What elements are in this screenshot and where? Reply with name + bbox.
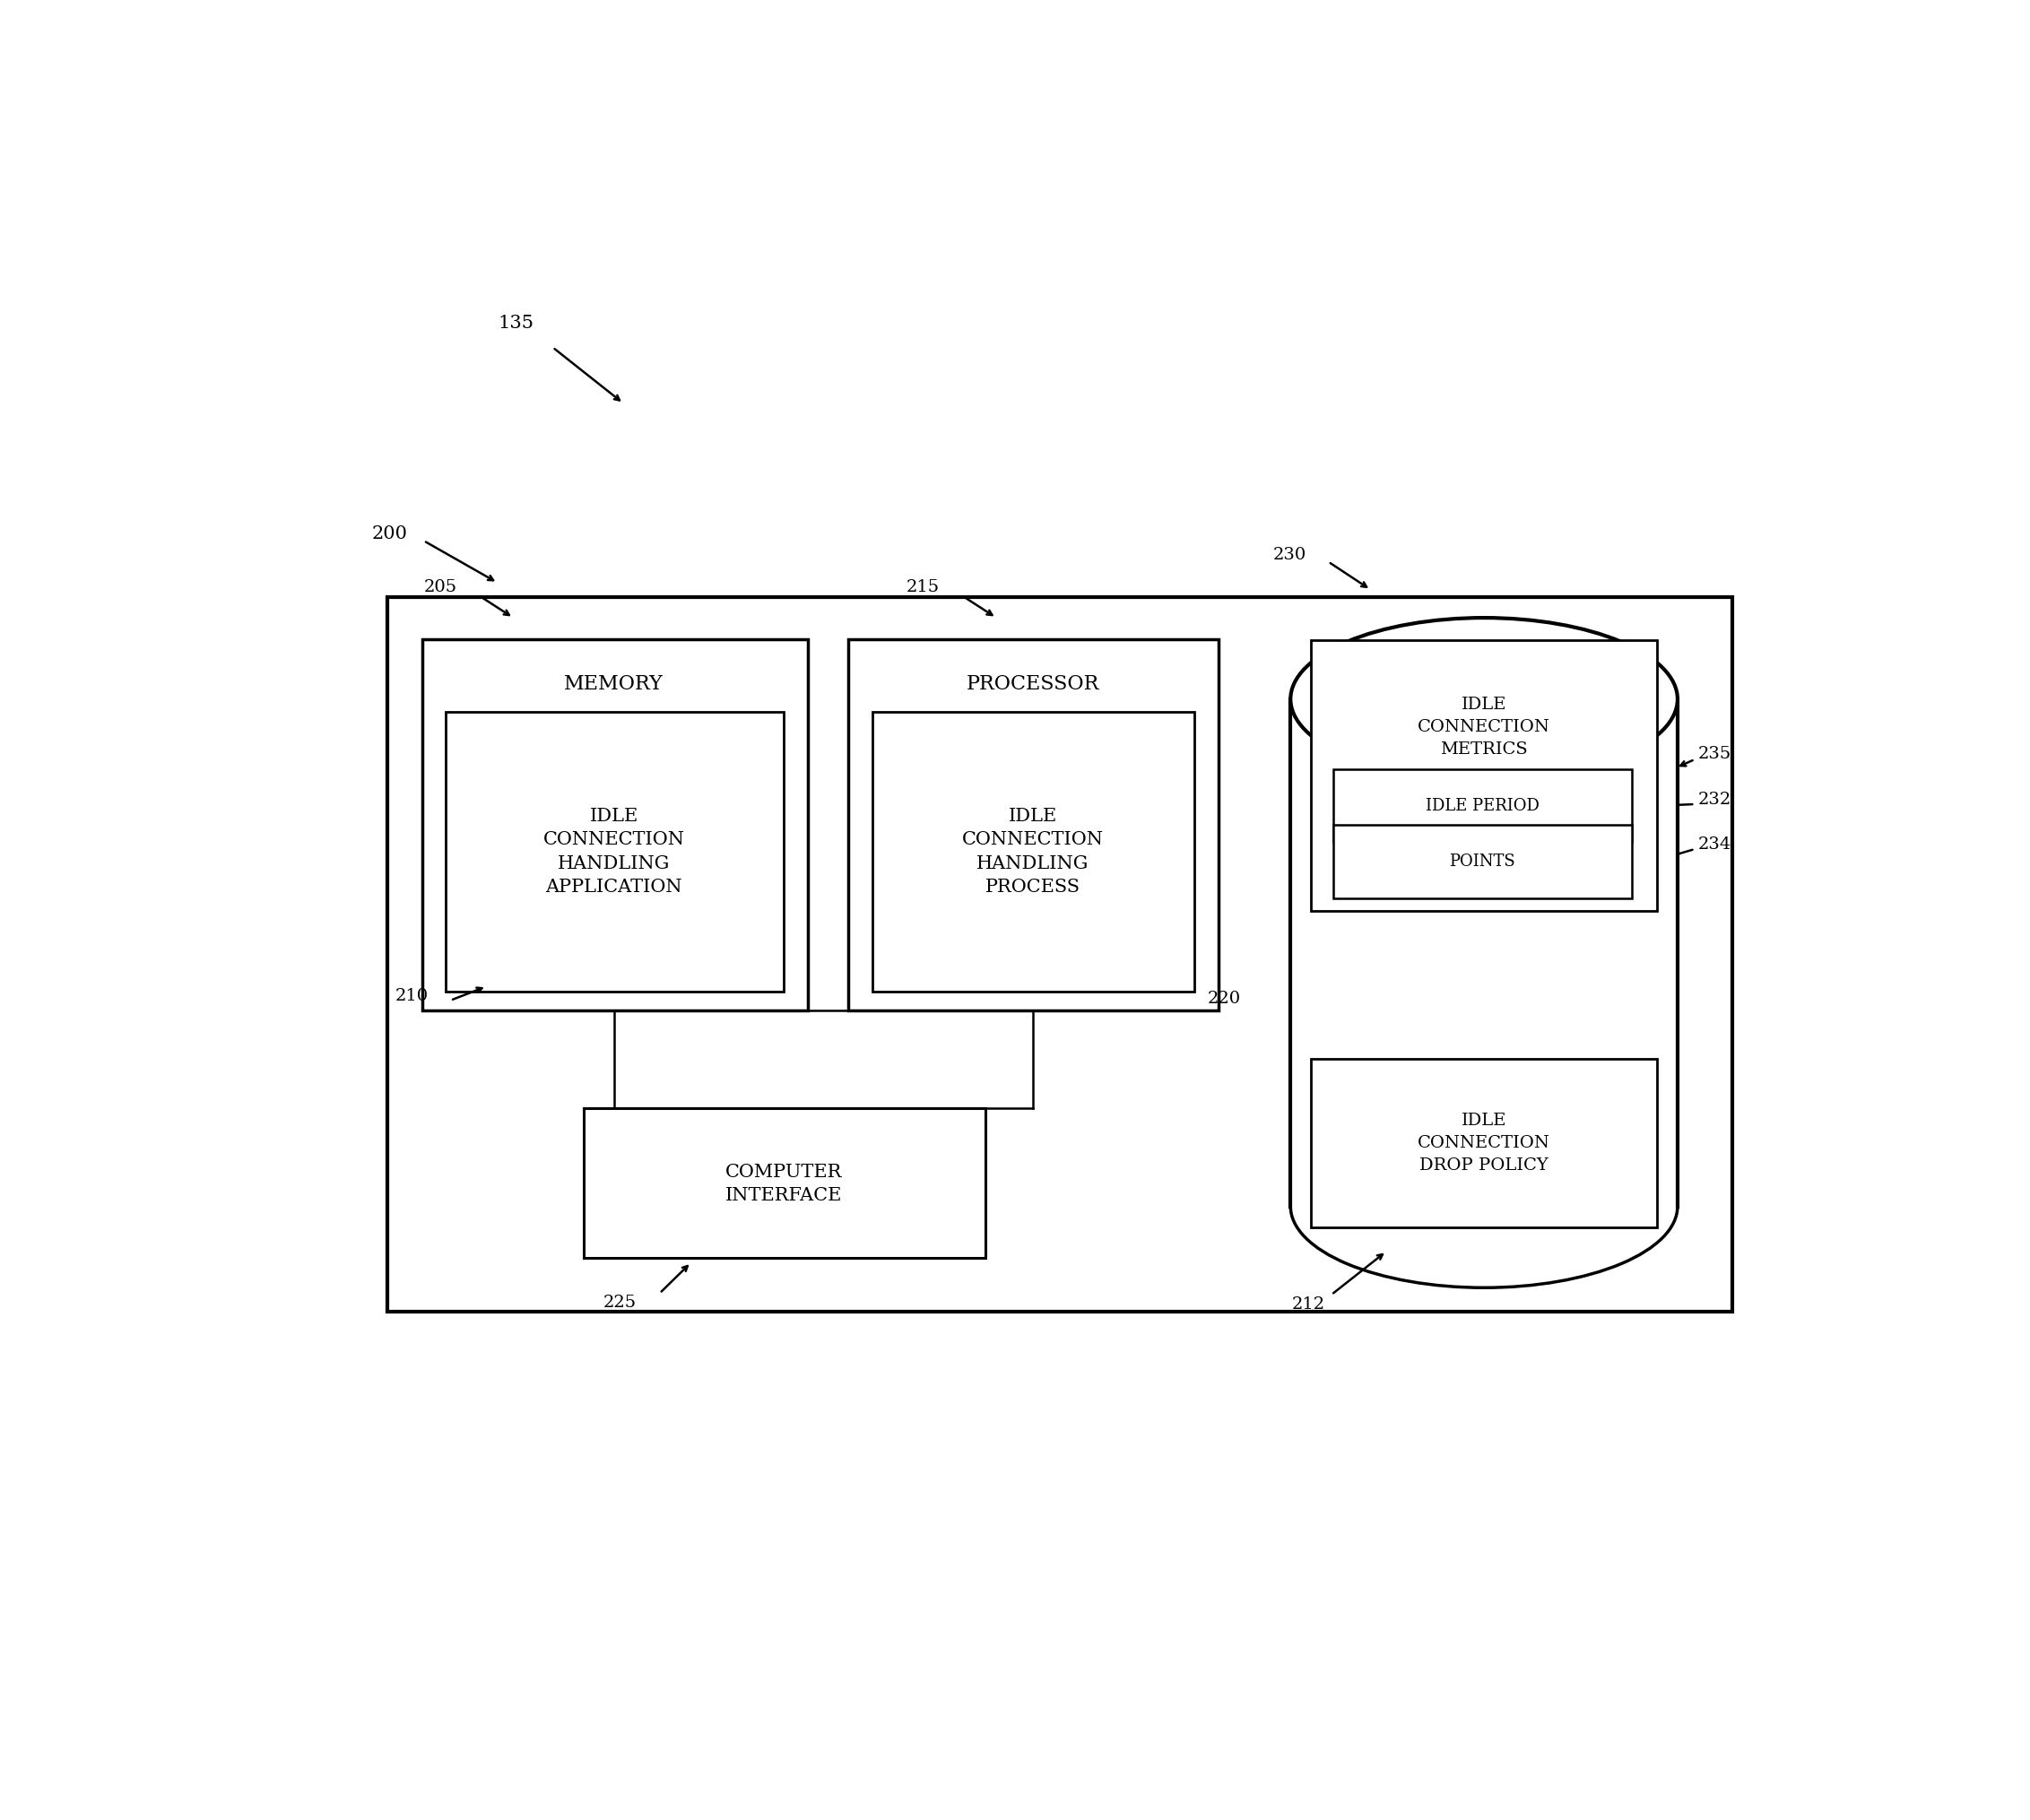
Text: POINTS: POINTS	[1449, 854, 1516, 870]
Text: 220: 220	[1208, 990, 1240, 1006]
FancyBboxPatch shape	[585, 1108, 985, 1258]
Text: PROCESSOR: PROCESSOR	[966, 673, 1098, 693]
Text: 232: 232	[1697, 792, 1732, 808]
Text: IDLE
CONNECTION
METRICS: IDLE CONNECTION METRICS	[1417, 697, 1551, 757]
Text: 235: 235	[1697, 746, 1732, 763]
FancyBboxPatch shape	[849, 639, 1218, 1010]
Text: COMPUTER
INTERFACE: COMPUTER INTERFACE	[725, 1163, 842, 1205]
Text: 225: 225	[603, 1296, 635, 1310]
Text: IDLE
CONNECTION
HANDLING
APPLICATION: IDLE CONNECTION HANDLING APPLICATION	[544, 808, 684, 895]
Text: 200: 200	[371, 526, 408, 542]
Text: IDLE
CONNECTION
DROP POLICY: IDLE CONNECTION DROP POLICY	[1417, 1112, 1551, 1174]
FancyBboxPatch shape	[422, 639, 808, 1010]
Bar	[1291, 699, 1677, 1207]
Text: MEMORY: MEMORY	[564, 673, 664, 693]
FancyBboxPatch shape	[1311, 1059, 1656, 1227]
FancyBboxPatch shape	[1334, 824, 1632, 897]
Text: IDLE PERIOD: IDLE PERIOD	[1425, 797, 1539, 814]
FancyBboxPatch shape	[447, 712, 784, 992]
Text: 215: 215	[907, 579, 940, 595]
Text: 205: 205	[424, 579, 457, 595]
Text: 135: 135	[497, 315, 534, 331]
Text: 234: 234	[1697, 837, 1732, 854]
FancyBboxPatch shape	[1311, 641, 1656, 910]
Ellipse shape	[1291, 617, 1677, 781]
Text: 230: 230	[1273, 546, 1307, 562]
Text: 210: 210	[396, 988, 428, 1005]
FancyBboxPatch shape	[873, 712, 1194, 992]
FancyBboxPatch shape	[388, 597, 1734, 1312]
Text: 212: 212	[1293, 1296, 1326, 1312]
Text: IDLE
CONNECTION
HANDLING
PROCESS: IDLE CONNECTION HANDLING PROCESS	[962, 808, 1104, 895]
FancyBboxPatch shape	[1334, 770, 1632, 843]
